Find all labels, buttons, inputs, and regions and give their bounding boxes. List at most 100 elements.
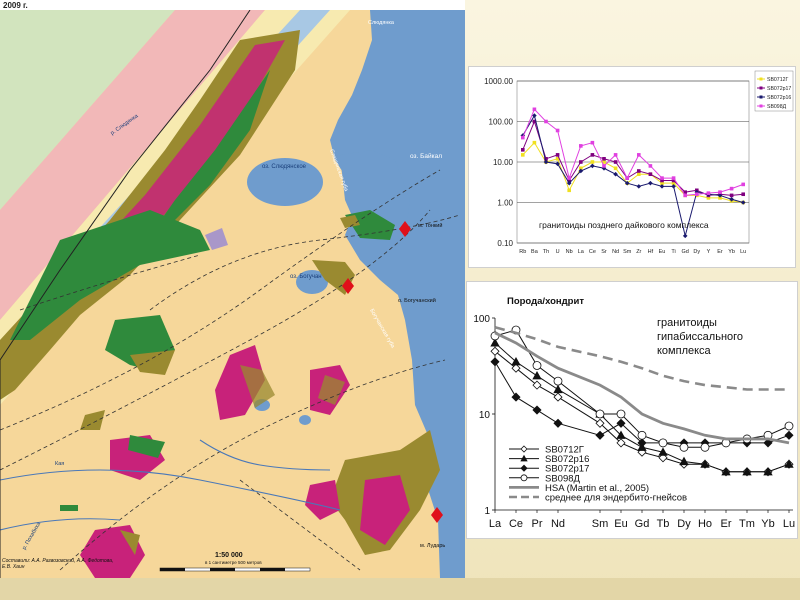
- map-unit-green-small: [60, 505, 78, 511]
- x-tick-label: Yb: [761, 518, 774, 530]
- x-tick-label: Ce: [509, 518, 523, 530]
- legend-label: HSA (Martin et al., 2005): [545, 483, 649, 494]
- data-point: [555, 153, 560, 157]
- map-unit-green-tonkiy: [345, 210, 395, 240]
- legend-label: SB072p17: [545, 464, 589, 475]
- x-tick-label: Gd: [682, 249, 689, 255]
- sample-marker: [342, 278, 354, 294]
- data-point: [511, 363, 521, 373]
- data-point: [637, 169, 641, 173]
- data-point: [637, 430, 647, 440]
- data-point: [595, 430, 605, 440]
- label-cape-ludar: м. Лударь: [420, 543, 445, 549]
- data-point: [637, 438, 647, 448]
- x-tick-label: Nd: [551, 518, 565, 530]
- y-tick-label: 0.10: [497, 239, 513, 248]
- sample-marker: [399, 221, 411, 237]
- data-point: [613, 160, 618, 164]
- data-point: [658, 447, 668, 456]
- data-point: [590, 140, 595, 145]
- data-point: [660, 176, 664, 180]
- y-tick-label: 10: [479, 410, 491, 421]
- data-point: [532, 107, 537, 112]
- label-cape-tonkiy: м. Тонкий: [418, 222, 442, 229]
- data-point: [718, 196, 722, 200]
- y-tick-label: 1.00: [497, 199, 513, 208]
- label-lake-baikal: оз. Байкал: [410, 152, 442, 160]
- y-tick-label: 1000.00: [484, 77, 513, 86]
- data-point: [544, 119, 548, 124]
- lake-slyudyanskoe-water: [247, 158, 323, 206]
- data-point: [671, 184, 676, 189]
- x-tick-label: Ba: [531, 249, 539, 255]
- legend-label: SB0712Г: [545, 445, 584, 456]
- x-tick-label: La: [489, 518, 502, 530]
- x-tick-label: Sm: [592, 518, 609, 530]
- chart-ree-panel: 100 10 1 La Ce Pr Nd Sm Eu Gd Tb Dy Ho Er Tm Yb Lu Порода…: [466, 281, 798, 539]
- x-tick-label: Tm: [739, 518, 755, 530]
- data-point: [729, 186, 734, 191]
- small-lake: [299, 415, 311, 425]
- data-point: [625, 176, 629, 180]
- map-unit-green-3: [128, 435, 165, 458]
- data-point: [579, 166, 583, 171]
- data-point: [729, 196, 734, 202]
- map-canvas: оз. Слюдянское оз. Богучан оз. Байкал Сл…: [0, 10, 465, 578]
- x-tick-label: Rb: [519, 249, 526, 255]
- data-point: [637, 172, 641, 176]
- map-unit-olive-tonkiy: [340, 215, 360, 228]
- data-point: [741, 192, 745, 197]
- x-tick-label: Y: [707, 249, 711, 255]
- data-point: [532, 405, 542, 415]
- data-point: [520, 454, 528, 462]
- y-tick-label: 100.00: [489, 118, 514, 127]
- legend-label: среднее для эндербито-гнейсов: [545, 493, 687, 504]
- legend-label: SB072p16: [545, 454, 589, 465]
- label-lake-slyudyanskoe: оз. Слюдянское: [262, 164, 307, 170]
- map-authors: Составили: А.А. Развозовский, А.А. Федот…: [2, 558, 114, 570]
- data-point: [740, 200, 746, 205]
- map-authors-box: Составили: А.А. Развозовский, А.А. Федот…: [2, 558, 114, 570]
- data-point: [660, 181, 664, 185]
- map-unit-green-belt: [140, 70, 270, 250]
- data-point: [544, 156, 548, 161]
- data-point: [578, 168, 584, 174]
- thrust-line: [0, 10, 251, 578]
- data-point: [613, 153, 618, 157]
- sample-marker: [431, 507, 443, 523]
- data-point: [613, 166, 618, 171]
- label-island-bogukchansky: о. Богучанский: [398, 297, 436, 304]
- map-scale-bar-segment: [210, 568, 235, 571]
- data-point: [520, 445, 528, 453]
- x-tick-label: Ti: [671, 249, 675, 255]
- data-point: [532, 380, 542, 390]
- y-axis-label: Порода/хондрит: [507, 296, 584, 307]
- legend-label: SB0712Г: [767, 77, 788, 83]
- chart-caption-line: гранитоиды: [657, 317, 717, 329]
- data-point: [532, 370, 542, 380]
- y-tick-label: 1: [484, 506, 490, 517]
- x-tick-label: Hf: [648, 249, 654, 255]
- x-tick-label: Er: [717, 249, 723, 255]
- map-unit-green-south: [10, 210, 210, 340]
- data-point: [616, 409, 626, 419]
- fault-lines: [0, 169, 461, 571]
- x-tick-label: Dy: [693, 249, 700, 255]
- data-point: [490, 338, 500, 347]
- legend-label: SB098Д: [545, 473, 581, 484]
- data-point: [742, 466, 752, 476]
- map-scale-bar-segment: [160, 568, 185, 571]
- x-tick-label: Pr: [532, 518, 543, 530]
- data-point: [520, 464, 528, 472]
- data-point: [555, 161, 560, 167]
- x-tick-label: Nb: [566, 249, 573, 255]
- data-point: [658, 438, 668, 448]
- data-point: [490, 357, 500, 367]
- data-point: [590, 163, 595, 169]
- data-point: [567, 188, 571, 193]
- x-tick-label: Sm: [623, 249, 632, 255]
- data-point: [784, 430, 794, 440]
- bottom-bar: [0, 578, 800, 600]
- data-point: [566, 180, 572, 186]
- x-tick-label: Lu: [740, 249, 746, 255]
